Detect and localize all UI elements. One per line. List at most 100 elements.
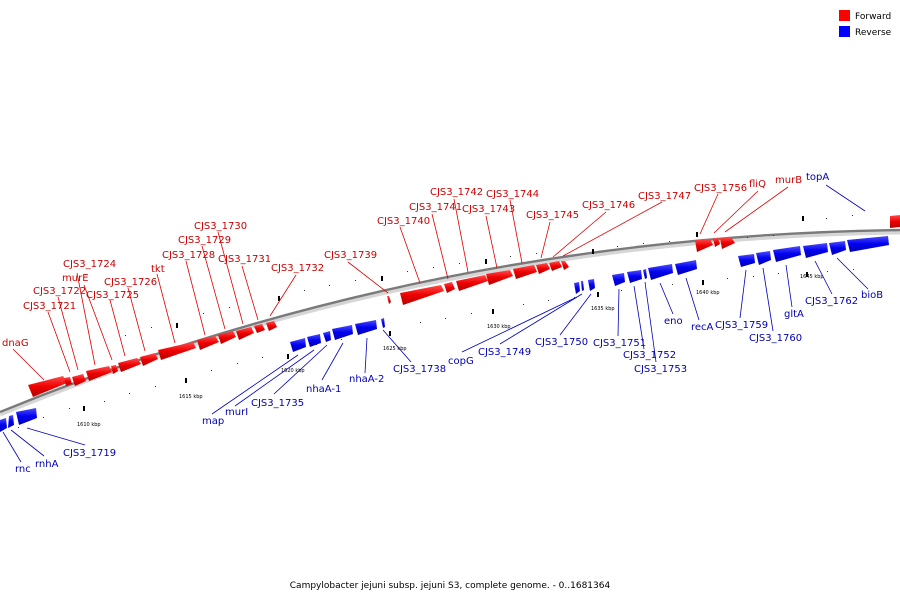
gene-arrow-CJS3_1753[interactable] <box>643 269 647 279</box>
gene-arrow-CJS3_1742[interactable] <box>456 275 488 291</box>
gene-label-CJS3_1749[interactable]: CJS3_1749 <box>478 347 531 358</box>
gene-label-CJS3_1738[interactable]: CJS3_1738 <box>393 364 446 375</box>
gene-arrow-fliQ[interactable] <box>713 238 720 247</box>
gene-label-bioB[interactable]: bioB <box>861 290 883 301</box>
gene-label-CJS3_1739[interactable]: CJS3_1739 <box>324 250 377 261</box>
gene-label-dnaG[interactable]: dnaG <box>2 338 29 349</box>
gene-arrow-CJS3_1752[interactable] <box>627 270 642 283</box>
gene-arrow-CJS3_1740[interactable] <box>400 285 444 305</box>
gene-arrow-murE[interactable] <box>111 365 118 374</box>
gene-label-topA[interactable]: topA <box>806 172 829 183</box>
gene-label-CJS3_1760[interactable]: CJS3_1760 <box>749 333 802 344</box>
gene-arrow-CJS3_1732[interactable] <box>266 321 277 331</box>
gene-label-CJS3_1721[interactable]: CJS3_1721 <box>23 301 76 312</box>
scale-label: 1640 kbp <box>696 290 720 296</box>
gene-arrow-CJS3_1745[interactable] <box>536 263 550 274</box>
gene-arrow-CJS3_1721[interactable] <box>64 377 72 386</box>
reverse-leader-lines <box>2 184 869 463</box>
gene-arrow-murI[interactable] <box>307 334 321 347</box>
gene-arrow-CJS3_1728[interactable] <box>197 336 219 350</box>
gene-label-murE[interactable]: murE <box>62 273 89 284</box>
gene-arrow-CJS3_1730[interactable] <box>236 327 254 340</box>
gene-label-murB[interactable]: murB <box>775 175 802 186</box>
gene-label-CJS3_1726[interactable]: CJS3_1726 <box>104 277 157 288</box>
gene-label-CJS3_1745[interactable]: CJS3_1745 <box>526 210 579 221</box>
gene-arrow-CJS3_1724[interactable] <box>86 366 112 381</box>
gene-arrow-CJS3_1722[interactable] <box>72 374 86 386</box>
gene-label-map[interactable]: map <box>202 416 224 427</box>
gene-label-CJS3_1732[interactable]: CJS3_1732 <box>271 263 324 274</box>
gene-arrow-CJS3_1750[interactable] <box>588 279 595 291</box>
gene-label-rnhA[interactable]: rnhA <box>35 459 59 470</box>
gene-label-CJS3_1729[interactable]: CJS3_1729 <box>178 235 231 246</box>
gene-label-CJS3_1752[interactable]: CJS3_1752 <box>623 350 676 361</box>
gene-arrow-rnc[interactable] <box>0 418 7 432</box>
gene-arrow-CJS3_1731[interactable] <box>254 324 265 333</box>
gene-label-CJS3_1730[interactable]: CJS3_1730 <box>194 221 247 232</box>
gene-arrow-CJS3_1738[interactable] <box>381 318 385 328</box>
gene-label-CJS3_1722[interactable]: CJS3_1722 <box>33 286 86 297</box>
gene-label-tkt[interactable]: tkt <box>151 264 165 275</box>
gene-label-CJS3_1747[interactable]: CJS3_1747 <box>638 191 691 202</box>
gene-label-CJS3_1742[interactable]: CJS3_1742 <box>430 187 483 198</box>
gene-label-nhaA-2[interactable]: nhaA-2 <box>349 374 384 385</box>
gene-label-eno[interactable]: eno <box>664 316 683 327</box>
gene-label-CJS3_1743[interactable]: CJS3_1743 <box>462 204 515 215</box>
gene-label-rnc[interactable]: rnc <box>15 464 31 475</box>
gene-label-gltA[interactable]: gltA <box>784 309 804 320</box>
gene-arrow-nhaA-2[interactable] <box>355 320 377 335</box>
gene-arrow-CJS3_1762[interactable] <box>829 241 846 255</box>
gene-arrow-CJS3_1759[interactable] <box>738 254 755 267</box>
gene-arrow-CJS3_1741[interactable] <box>444 282 455 293</box>
gene-label-CJS3_1751[interactable]: CJS3_1751 <box>593 338 646 349</box>
gene-label-CJS3_1735[interactable]: CJS3_1735 <box>251 398 304 409</box>
gene-label-CJS3_1725[interactable]: CJS3_1725 <box>86 290 139 301</box>
gene-arrow-CJS3_1760[interactable] <box>756 251 771 265</box>
gene-arrow-CJS3_1751[interactable] <box>612 273 625 286</box>
gene-arrow-eno[interactable] <box>648 264 673 280</box>
gene-label-CJS3_1719[interactable]: CJS3_1719 <box>63 448 116 459</box>
gene-arrow-CJS3_1756[interactable] <box>695 239 713 252</box>
gene-arrow-bioB[interactable] <box>847 236 889 252</box>
gene-arrow-CJS3_1735[interactable] <box>323 331 331 342</box>
gene-label-CJS3_1750[interactable]: CJS3_1750 <box>535 337 588 348</box>
gene-label-copG[interactable]: copG <box>448 356 474 367</box>
gene-arrow-CJS3_1725[interactable] <box>118 358 141 372</box>
gene-arrow-rnhA[interactable] <box>8 415 14 428</box>
gene-label-CJS3_1762[interactable]: CJS3_1762 <box>805 296 858 307</box>
gene-label-CJS3_1731[interactable]: CJS3_1731 <box>218 254 271 265</box>
gene-arrow-CJS3_1743[interactable] <box>486 270 513 285</box>
gene-arrow-CJS3_1761[interactable] <box>803 243 828 258</box>
gene-arrow-CJS3_1747[interactable] <box>561 261 569 270</box>
gene-arrow-murB[interactable] <box>720 237 735 249</box>
gene-label-CJS3_1744[interactable]: CJS3_1744 <box>486 189 539 200</box>
gene-label-fliQ[interactable]: fliQ <box>749 179 766 190</box>
gene-label-murI[interactable]: murI <box>225 407 248 418</box>
gene-label-CJS3_1746[interactable]: CJS3_1746 <box>582 200 635 211</box>
gene-arrow-gltA[interactable] <box>773 246 801 262</box>
gene-arrow-recA[interactable] <box>675 260 697 275</box>
gene-label-CJS3_1740[interactable]: CJS3_1740 <box>377 216 430 227</box>
gene-label-CJS3_1753[interactable]: CJS3_1753 <box>634 364 687 375</box>
gene-arrow-CJS3_1719[interactable] <box>16 408 37 425</box>
gene-arrow-map[interactable] <box>290 338 306 352</box>
gene-arrow-CJS3_1739[interactable] <box>387 296 391 304</box>
gene-label-CJS3_1728[interactable]: CJS3_1728 <box>162 250 215 261</box>
scale-label: 1645 kbp <box>800 274 824 280</box>
gene-label-CJS3_1724[interactable]: CJS3_1724 <box>63 259 116 270</box>
gene-label-nhaA-1[interactable]: nhaA-1 <box>306 384 341 395</box>
gene-arrow-topA-edge[interactable] <box>890 215 900 228</box>
gene-arrow-CJS3_1729[interactable] <box>218 331 236 344</box>
gene-label-CJS3_1741[interactable]: CJS3_1741 <box>409 202 462 213</box>
gene-arrow-dnaG[interactable] <box>28 376 67 397</box>
gene-arrow-copG[interactable] <box>574 282 580 294</box>
gene-arrow-CJS3_1744[interactable] <box>513 265 537 279</box>
gene-label-CJS3_1759[interactable]: CJS3_1759 <box>715 320 768 331</box>
gene-arrow-CJS3_1726[interactable] <box>140 353 158 366</box>
gene-label-CJS3_1756[interactable]: CJS3_1756 <box>694 183 747 194</box>
gene-arrow-tkt[interactable] <box>158 342 196 360</box>
gene-arrow-CJS3_1749[interactable] <box>581 281 584 291</box>
gene-arrow-nhaA-1[interactable] <box>332 325 353 340</box>
gene-label-recA[interactable]: recA <box>691 322 714 333</box>
gene-arrow-CJS3_1746[interactable] <box>549 261 562 271</box>
